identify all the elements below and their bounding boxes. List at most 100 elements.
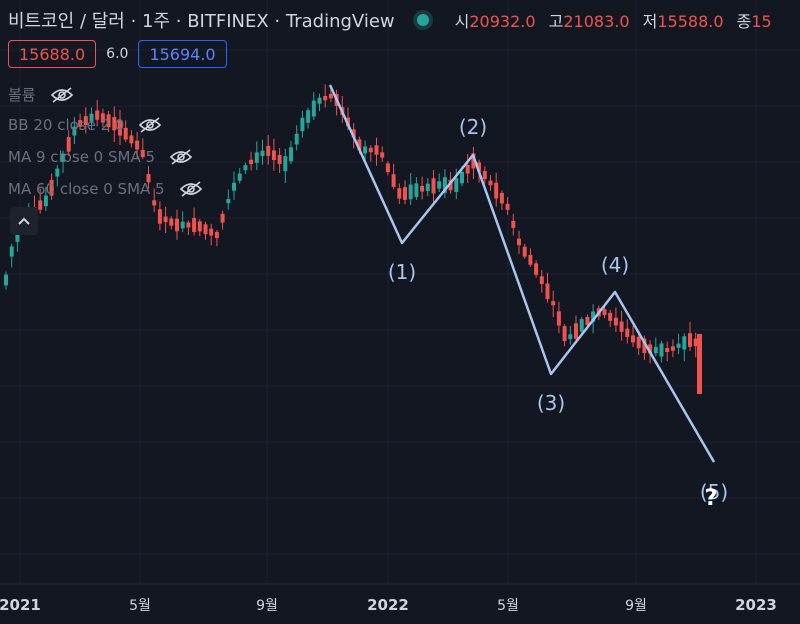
candle-body: [289, 147, 293, 162]
candle-body: [129, 135, 134, 144]
candle-body: [659, 343, 664, 357]
indicator-ma-60[interactable]: MA 60 close 0 SMA 5: [8, 180, 203, 198]
candle-body: [414, 183, 419, 197]
candle-body: [123, 127, 128, 140]
time-label-2023: 2023: [735, 596, 777, 614]
indicator-ma-9[interactable]: MA 9 close 0 SMA 5: [8, 148, 193, 166]
indicator-bb[interactable]: BB 20 close 2 0: [8, 116, 162, 134]
candle-body: [363, 146, 368, 154]
candle-body: [676, 343, 681, 348]
candle-body: [237, 173, 242, 181]
candle-body: [43, 195, 48, 207]
candle-body: [300, 117, 305, 132]
candle-body: [665, 347, 670, 353]
candle-body: [653, 346, 658, 354]
candle-body: [254, 152, 259, 163]
question-mark: ?: [705, 486, 718, 511]
indicator-label: BB 20 close 2 0: [8, 116, 125, 134]
candle-body: [482, 170, 487, 180]
close-value: 15: [751, 12, 772, 31]
candle-body: [243, 165, 248, 171]
candle-body: [112, 117, 117, 131]
candle-body: [391, 174, 396, 187]
candle-body: [214, 231, 219, 238]
candle-body: [49, 179, 54, 196]
grid-lines: [0, 0, 800, 584]
candle-body: [163, 216, 168, 223]
indicator-label: MA 60 close 0 SMA 5: [8, 180, 165, 198]
candle-body: [4, 274, 8, 286]
candle-body: [471, 153, 476, 169]
sell-price-button[interactable]: 15688.0: [8, 40, 97, 68]
candle-body: [146, 174, 151, 183]
candle-body: [89, 113, 94, 122]
candle-body: [9, 246, 14, 257]
candle-body: [545, 283, 550, 300]
candle-body: [283, 156, 288, 172]
buy-price-button[interactable]: 15694.0: [138, 40, 227, 68]
wave-label-5: (5): [700, 480, 728, 504]
candle-body: [78, 120, 83, 127]
candle-body: [420, 185, 425, 192]
candle-body: [203, 224, 208, 235]
candle-body: [368, 147, 373, 153]
indicator-label: MA 9 close 0 SMA 5: [8, 148, 156, 166]
collapse-legend-button[interactable]: [10, 207, 38, 235]
candle-body: [66, 137, 71, 152]
candle-body: [374, 145, 379, 155]
time-label-sep-2022: 9월: [625, 598, 647, 614]
candle-body: [226, 199, 231, 204]
time-axis: 2021 5월 9월 2022 5월 9월 2023: [0, 596, 777, 614]
spread-value: 6.0: [106, 46, 129, 62]
candle-body: [55, 168, 60, 177]
candle-body: [477, 162, 482, 172]
candle-body: [585, 316, 590, 325]
candle-body: [511, 220, 516, 228]
ohlc-readout: 시20932.0 고21083.0 저15588.0 종15: [447, 8, 772, 32]
wave-label-2: (2): [459, 115, 487, 139]
candle-body: [499, 192, 504, 204]
open-value: 20932.0: [469, 12, 536, 31]
candle-body: [135, 140, 140, 150]
candle-body: [260, 150, 265, 157]
candle-body: [323, 96, 328, 101]
indicator-volume[interactable]: 볼륨: [8, 84, 74, 105]
candle-body: [306, 110, 311, 123]
candle-body: [494, 182, 499, 199]
candle-body: [670, 346, 675, 351]
candle-body: [294, 133, 299, 145]
eye-off-icon[interactable]: [179, 181, 203, 197]
candle-body: [118, 120, 122, 136]
candle-body: [169, 218, 174, 226]
chart-title[interactable]: 비트코인 / 달러 · 1주 · BITFINEX · TradingView: [8, 11, 395, 32]
candle-body: [385, 163, 390, 173]
elliott-wave-line[interactable]: [328, 84, 716, 463]
candle-body: [266, 145, 271, 156]
candle-body: [613, 317, 618, 326]
candle-body: [437, 181, 442, 189]
candle-body: [562, 326, 567, 342]
candle-body: [551, 301, 556, 306]
wave-label-4: (4): [601, 253, 629, 277]
candle-body: [488, 180, 493, 186]
candle-body: [83, 116, 88, 126]
candle-body: [448, 179, 453, 191]
indicator-label: 볼륨: [8, 86, 36, 104]
candle-body: [539, 276, 544, 284]
eye-off-icon[interactable]: [50, 86, 74, 103]
candle-body: [619, 321, 624, 332]
candle-body: [106, 114, 111, 128]
candle-body: [311, 100, 316, 117]
eye-off-icon[interactable]: [138, 117, 162, 133]
candle-body: [175, 218, 179, 232]
time-label-may-2022: 5월: [497, 598, 519, 614]
time-label-2021: 2021: [0, 596, 41, 614]
candle-body: [688, 333, 692, 347]
time-label-sep-2021: 9월: [256, 598, 278, 614]
candle-body: [631, 335, 635, 343]
candle-body: [100, 113, 105, 123]
eye-off-icon[interactable]: [169, 149, 193, 165]
close-label: 종: [736, 12, 752, 31]
chart-header: 비트코인 / 달러 · 1주 · BITFINEX · TradingView …: [8, 8, 772, 32]
